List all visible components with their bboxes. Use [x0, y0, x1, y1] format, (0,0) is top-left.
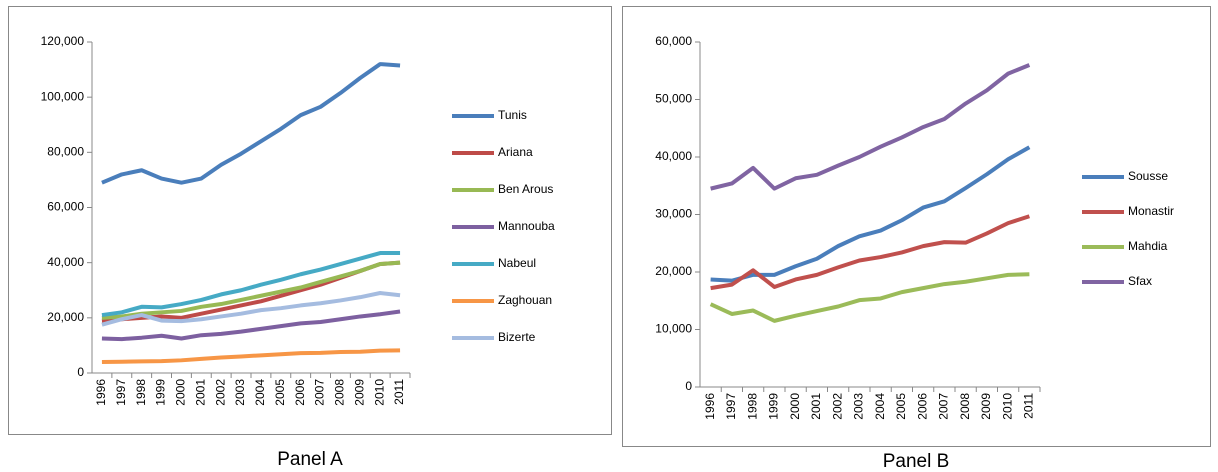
- x-tick-label: 2009: [979, 393, 993, 420]
- y-tick-label: 80,000: [47, 145, 84, 159]
- x-tick-label: 2004: [253, 379, 267, 406]
- x-tick-label: 2007: [937, 393, 951, 420]
- panel-caption: Panel A: [277, 449, 343, 470]
- y-tick-label: 10,000: [655, 322, 692, 336]
- x-tick-label: 2003: [852, 393, 866, 420]
- x-tick-label: 2011: [1022, 393, 1036, 419]
- legend-label: Ben Arous: [498, 182, 553, 196]
- x-tick-label: 1999: [767, 393, 781, 420]
- x-tick-label: 2002: [213, 379, 227, 406]
- y-tick-label: 120,000: [41, 34, 85, 48]
- y-tick-label: 100,000: [41, 89, 85, 103]
- x-tick-label: 2007: [313, 379, 327, 406]
- panel-frame: [622, 6, 1211, 447]
- x-tick-label: 2005: [273, 379, 287, 406]
- y-tick-label: 30,000: [655, 207, 692, 221]
- x-tick-label: 2010: [372, 379, 386, 406]
- legend-label: Sfax: [1128, 274, 1152, 288]
- x-tick-label: 2000: [788, 393, 802, 420]
- legend-label: Ariana: [498, 145, 533, 159]
- panel-caption: Panel B: [883, 451, 950, 472]
- line-series: [710, 145, 1031, 283]
- y-tick-label: 40,000: [655, 149, 692, 163]
- x-tick-label: 1997: [724, 393, 738, 420]
- y-tick-label: 0: [685, 379, 692, 393]
- line-series: [101, 348, 401, 364]
- legend-label: Tunis: [498, 108, 527, 122]
- x-tick-label: 2006: [915, 393, 929, 420]
- line-series: [101, 251, 401, 318]
- x-tick-label: 2011: [392, 379, 406, 405]
- x-tick-label: 1996: [94, 379, 108, 406]
- x-tick-label: 2004: [873, 393, 887, 420]
- x-tick-label: 2001: [809, 393, 823, 420]
- x-tick-label: 1999: [154, 379, 168, 406]
- legend-label: Monastir: [1128, 204, 1174, 218]
- legend-label: Bizerte: [498, 330, 536, 344]
- y-tick-label: 20,000: [655, 264, 692, 278]
- x-tick-label: 2003: [233, 379, 247, 406]
- x-tick-label: 2002: [830, 393, 844, 420]
- x-tick-label: 2008: [958, 393, 972, 420]
- line-series: [101, 309, 401, 342]
- x-tick-label: 2005: [894, 393, 908, 420]
- x-tick-label: 1998: [745, 393, 759, 420]
- line-series: [710, 214, 1030, 291]
- legend-label: Nabeul: [498, 256, 536, 270]
- line-series: [101, 260, 401, 320]
- x-tick-label: 2008: [333, 379, 347, 406]
- x-tick-label: 1996: [703, 393, 717, 420]
- line-series: [101, 62, 401, 185]
- panel-frame: [8, 6, 612, 435]
- x-tick-label: 2001: [193, 379, 207, 406]
- x-tick-label: 2000: [174, 379, 188, 406]
- y-tick-label: 50,000: [655, 92, 692, 106]
- x-tick-label: 1997: [114, 379, 128, 406]
- legend-label: Zaghouan: [498, 293, 552, 307]
- legend-label: Mannouba: [498, 219, 555, 233]
- y-tick-label: 40,000: [47, 255, 84, 269]
- line-series: [101, 291, 401, 327]
- legend-label: Sousse: [1128, 169, 1168, 183]
- line-series: [709, 272, 1030, 323]
- y-tick-label: 0: [77, 365, 84, 379]
- legend-label: Mahdia: [1128, 239, 1168, 253]
- x-tick-label: 2009: [352, 379, 366, 406]
- y-tick-label: 60,000: [47, 200, 84, 214]
- y-tick-label: 60,000: [655, 34, 692, 48]
- x-tick-label: 2006: [293, 379, 307, 406]
- y-tick-label: 20,000: [47, 310, 84, 324]
- x-tick-label: 1998: [134, 379, 148, 406]
- x-tick-label: 2010: [1000, 393, 1014, 420]
- line-series: [710, 63, 1031, 191]
